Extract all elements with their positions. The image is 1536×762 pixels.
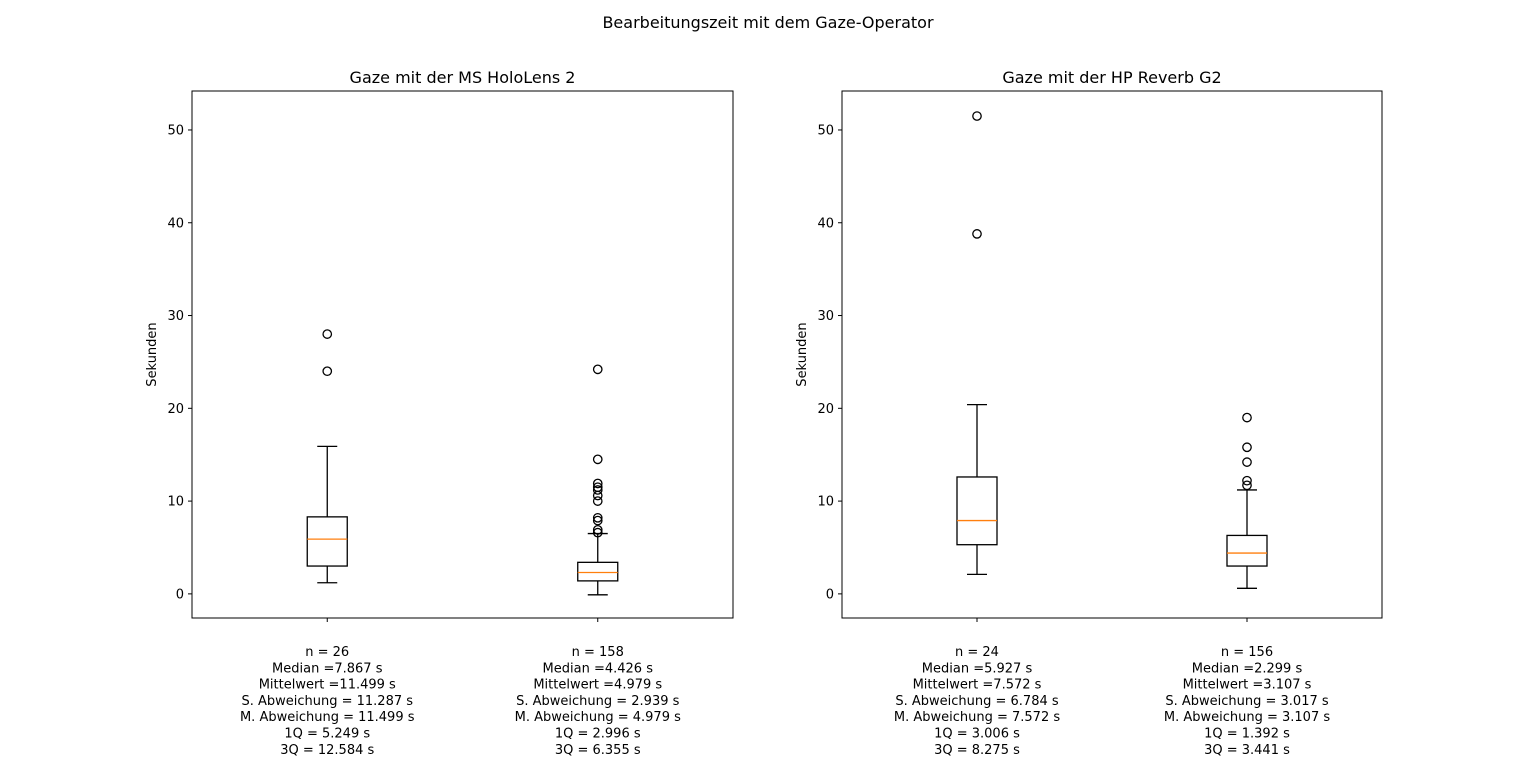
x-tick-label-line: 3Q = 12.584 s	[280, 743, 374, 758]
x-tick-label: n = 24 Median =5.927 s Mittelwert =7.572 s…	[894, 645, 1060, 758]
outlier-point	[592, 527, 603, 538]
x-tick-label: n = 158 Median =4.426 s Mittelwert =4.979 …	[515, 645, 681, 758]
x-tick-label-line: M. Abweichung = 7.572 s	[894, 710, 1060, 725]
y-tick-label: 20	[167, 402, 184, 417]
x-tick-label-line: Mittelwert =11.499 s	[259, 678, 396, 693]
outlier-point	[592, 525, 603, 535]
x-tick-label-line: 1Q = 3.006 s	[934, 727, 1020, 742]
plots-container: Gaze mit der MS HoloLens 2 Sekunden 0 10 20 3…	[145, 68, 1383, 758]
subplot-2: Gaze mit der HP Reverb G2 Sekunden 0 10 20 30…	[795, 68, 1383, 758]
x-tick-label-line: n = 24	[955, 645, 999, 660]
x-tick-label-line: S. Abweichung = 3.017 s	[1165, 694, 1329, 709]
x-tick-label-line: M. Abweichung = 11.499 s	[240, 710, 415, 725]
x-tick-label-line: n = 26	[305, 645, 349, 660]
outlier-point	[1242, 442, 1252, 453]
y-tick-label: 50	[167, 123, 184, 138]
outlier-point	[592, 482, 603, 493]
y-tick-label: 10	[817, 495, 834, 510]
axes-frame	[191, 90, 734, 619]
x-tick-label-line: 3Q = 6.355 s	[555, 743, 641, 758]
x-tick-label-line: 1Q = 2.996 s	[555, 727, 641, 742]
outlier-point	[592, 496, 603, 506]
outlier-point	[322, 366, 333, 377]
outlier-point	[592, 512, 603, 523]
outlier-point	[592, 478, 603, 489]
x-tick-label-line: 3Q = 3.441 s	[1204, 743, 1290, 758]
x-tick-label-line: Median =5.927 s	[922, 661, 1033, 676]
y-axis-label: Sekunden	[145, 322, 160, 386]
outlier-point	[322, 329, 333, 339]
x-tick-label: n = 26 Median =7.867 s Mittelwert =11.499 …	[240, 645, 415, 758]
x-tick-label-line: 1Q = 5.249 s	[284, 727, 370, 742]
box-iqr	[577, 561, 619, 582]
subplot-title: Gaze mit der MS HoloLens 2	[350, 68, 576, 87]
outlier-point	[592, 515, 603, 526]
x-tick-label-line: Median =7.867 s	[272, 661, 383, 676]
x-tick-label-line: M. Abweichung = 3.107 s	[1164, 710, 1330, 725]
outlier-point	[972, 111, 982, 121]
y-tick-label: 50	[817, 123, 834, 138]
box-iqr	[956, 476, 998, 546]
figure-title: Bearbeitungszeit mit dem Gaze-Operator	[602, 13, 934, 32]
box-iqr	[306, 516, 348, 567]
y-tick-label: 30	[167, 309, 184, 324]
x-tick-label-line: M. Abweichung = 4.979 s	[515, 710, 681, 725]
y-tick-label: 30	[817, 309, 834, 324]
outlier-point	[1242, 412, 1252, 423]
y-axis-label: Sekunden	[795, 322, 810, 386]
x-tick-label-line: Mittelwert =4.979 s	[533, 678, 662, 693]
x-tick-label-line: S. Abweichung = 6.784 s	[895, 694, 1059, 709]
x-tick-label-line: S. Abweichung = 2.939 s	[516, 694, 680, 709]
x-tick-label: n = 156 Median =2.299 s Mittelwert =3.107 …	[1164, 645, 1330, 758]
x-tick-label-line: S. Abweichung = 11.287 s	[241, 694, 413, 709]
y-tick-label: 10	[167, 495, 184, 510]
axes-frame	[841, 90, 1383, 619]
x-tick-label-line: n = 156	[1221, 645, 1273, 660]
y-tick-label: 40	[817, 216, 834, 231]
x-tick-label-line: Mittelwert =7.572 s	[913, 678, 1042, 693]
x-tick-label-line: Median =4.426 s	[543, 661, 654, 676]
outlier-point	[592, 485, 603, 495]
outlier-point	[592, 454, 603, 465]
x-tick-label-line: Mittelwert =3.107 s	[1183, 678, 1312, 693]
outlier-point	[1242, 475, 1252, 486]
y-tick-label: 40	[167, 216, 184, 231]
y-tick-label: 0	[826, 587, 834, 602]
y-tick-label: 0	[176, 587, 184, 602]
y-tick-label: 20	[817, 402, 834, 417]
outlier-point	[592, 364, 603, 375]
box-iqr	[1226, 534, 1268, 567]
x-tick-label-line: n = 158	[572, 645, 624, 660]
x-tick-label-line: 1Q = 1.392 s	[1204, 727, 1290, 742]
x-tick-label-line: 3Q = 8.275 s	[934, 743, 1020, 758]
outlier-point	[1242, 480, 1252, 491]
x-tick-label-line: Median =2.299 s	[1192, 661, 1303, 676]
subplot-title: Gaze mit der HP Reverb G2	[1002, 68, 1221, 87]
subplot-1: Gaze mit der MS HoloLens 2 Sekunden 0 10 20 3…	[145, 68, 734, 758]
outlier-point	[1242, 457, 1252, 467]
outlier-point	[972, 229, 982, 239]
